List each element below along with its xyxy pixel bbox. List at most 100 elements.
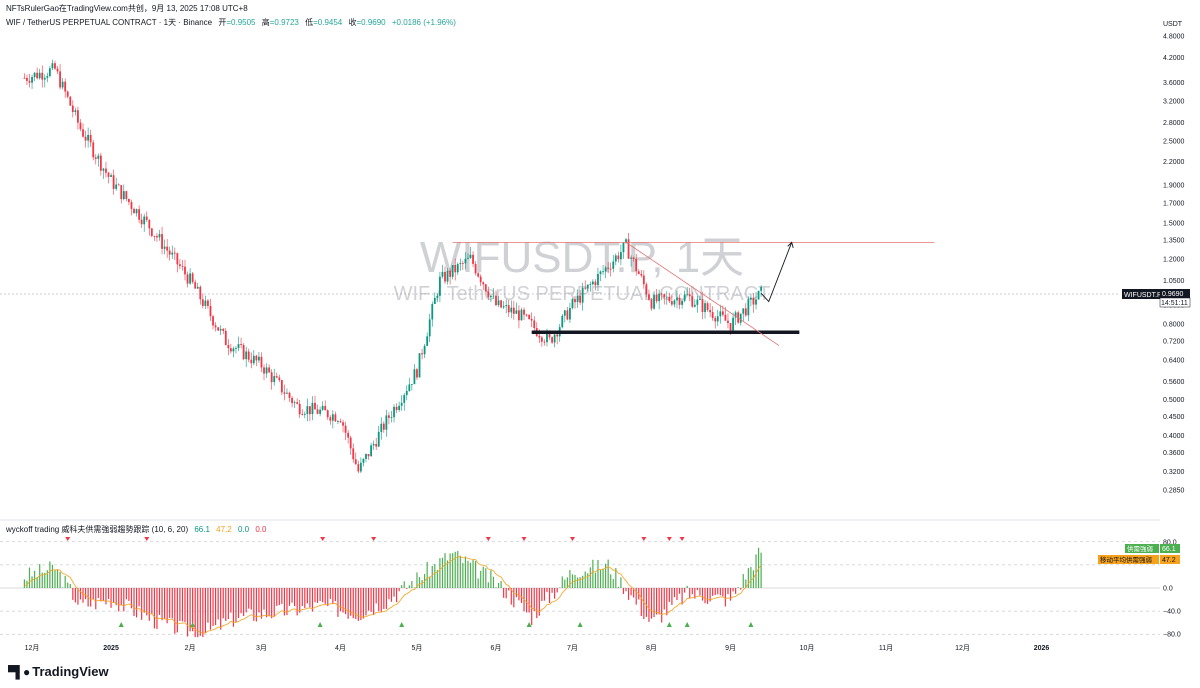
candle-body: [482, 282, 485, 285]
price-tick-label: 0.2850: [1163, 488, 1185, 495]
tradingview-logo[interactable]: ▀▌● TradingView: [8, 664, 109, 679]
indicator-tick-label: 0.0: [1163, 586, 1173, 593]
candle-body: [359, 462, 362, 472]
arrow-head: [787, 241, 794, 248]
candle-body: [413, 369, 416, 385]
candle-body: [326, 410, 329, 418]
time-tick-label: 4月: [335, 644, 346, 652]
candle-body: [245, 351, 248, 360]
candle-body: [375, 444, 378, 447]
symbol-description[interactable]: WIF / TetherUS PERPETUAL CONTRACT · 1天 ·…: [6, 18, 213, 27]
candle-body: [614, 255, 617, 262]
candle-body: [84, 136, 87, 141]
indicator-ma-line: [24, 556, 762, 634]
candle-body: [99, 155, 102, 171]
sell-signal-marker: [641, 537, 647, 541]
candle-body: [260, 356, 263, 368]
candle-body: [321, 405, 324, 410]
price-tick-label: 0.5600: [1163, 379, 1185, 386]
price-tick-label: 0.4500: [1163, 414, 1185, 421]
time-tick-label: 5月: [412, 644, 423, 652]
candle-body: [451, 265, 454, 277]
candle-body: [655, 294, 658, 302]
candle-body: [97, 155, 100, 159]
candle-body: [495, 295, 497, 306]
candle-body: [31, 77, 33, 83]
logo-text: TradingView: [32, 664, 109, 679]
candle-body: [737, 312, 740, 323]
drawings-group[interactable]: [452, 241, 935, 346]
candle-body: [716, 316, 719, 322]
price-tick-label: 1.3500: [1163, 237, 1185, 244]
price-tick-label: 3.2000: [1163, 99, 1185, 106]
time-tick-label: 2025: [103, 645, 119, 652]
candle-body: [270, 372, 273, 383]
candle-body: [117, 184, 120, 186]
candle-body: [161, 234, 163, 249]
candle-body: [207, 300, 209, 306]
candle-body: [622, 242, 625, 253]
candle-body: [696, 299, 699, 305]
candle-body: [48, 68, 51, 77]
candle-body: [222, 328, 225, 331]
candle-body: [589, 284, 592, 286]
publisher-credit: NFTsRulerGao在TradingView.com共创，9月 13, 20…: [6, 4, 248, 13]
candle-body: [721, 311, 724, 315]
candle-body: [224, 330, 227, 346]
candle-body: [530, 318, 533, 321]
candle-body: [701, 299, 704, 313]
candle-body: [219, 328, 222, 331]
candle-body: [367, 453, 370, 457]
candle-body: [41, 72, 44, 80]
candle-body: [706, 303, 709, 311]
candle-body: [421, 353, 423, 355]
candle-body: [138, 209, 141, 220]
candle-body: [739, 313, 742, 323]
candle-body: [742, 308, 745, 314]
candle-body: [120, 185, 123, 200]
candle-body: [273, 376, 276, 383]
candle-body: [617, 255, 620, 260]
price-tick-label: 2.2000: [1163, 159, 1185, 166]
tag2-label: 移动平均供需强弱: [1100, 555, 1152, 564]
candle-body: [566, 310, 569, 320]
price-axis[interactable]: USDT 4.8000 4.2000 3.6000 3.2000 2.8000 2.500…: [1163, 21, 1185, 495]
candle-body: [551, 337, 553, 343]
candle-body: [43, 77, 46, 80]
candle-body: [732, 317, 734, 331]
candle-body: [255, 355, 258, 361]
candle-body: [576, 295, 579, 303]
candle-body: [528, 315, 531, 319]
candle-body: [428, 319, 431, 337]
candle-body: [642, 275, 645, 285]
candle-body: [214, 325, 217, 328]
candle-body: [668, 296, 671, 302]
candle-body: [637, 271, 640, 274]
descending-trendline[interactable]: [625, 242, 780, 346]
candle-body: [586, 284, 589, 289]
candle-body: [87, 134, 90, 141]
sell-signal-marker: [521, 537, 527, 541]
indicator-value-1: 66.1: [194, 525, 210, 534]
candle-body: [456, 264, 459, 273]
candle-body: [329, 417, 332, 421]
candle-body: [670, 301, 673, 305]
candle-body: [436, 295, 439, 298]
candle-body: [546, 333, 548, 343]
time-axis[interactable]: 12月 2025 2月 3月 4月 5月 6月 7月 8月 9月 10月 11月 12月 2026: [25, 644, 1050, 652]
candle-body: [653, 294, 655, 309]
sell-signal-marker: [666, 537, 672, 541]
candle-body: [337, 421, 339, 422]
price-tick-label: 1.5000: [1163, 221, 1185, 228]
candle-body: [584, 287, 587, 289]
candle-body: [176, 253, 179, 265]
candle-body: [324, 405, 327, 411]
candle-body: [235, 347, 237, 349]
indicator-legend[interactable]: wyckoff trading 威科夫供需強弱趨勢跟踪 (10, 6, 20) …: [6, 524, 266, 535]
candle-body: [750, 297, 752, 300]
candle-body: [349, 437, 352, 449]
candle-body: [237, 344, 240, 348]
projection-arrow[interactable]: [760, 242, 793, 303]
candle-body: [676, 297, 678, 301]
